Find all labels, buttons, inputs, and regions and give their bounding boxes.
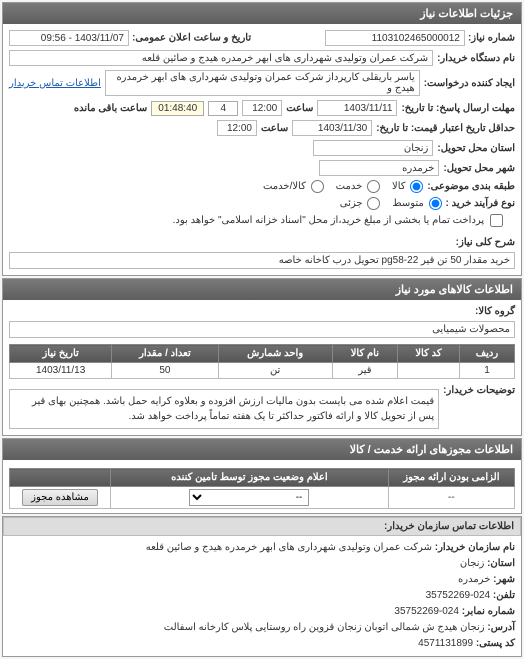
buy-label: نوع فرآیند خرید : (446, 198, 515, 209)
fax-label: شماره نمابر: (462, 606, 515, 617)
col-qty: تعداد / مقدار (112, 345, 218, 363)
cell-code (398, 363, 460, 379)
buyer-contact-link[interactable]: اطلاعات تماس خریدار (9, 78, 101, 89)
permits-table: الزامی بودن ارائه مجوز اعلام وضعیت مجوز … (9, 468, 515, 509)
group-value: محصولات شیمیایی (9, 321, 515, 338)
class-radio-kala-label: کالا (392, 181, 406, 192)
perm-col-declare: اعلام وضعیت مجوز توسط تامین کننده (111, 469, 389, 487)
valid-hour: 12:00 (217, 120, 257, 136)
city-value: خرمدره (319, 160, 439, 176)
view-permit-button[interactable]: مشاهده مجوز (22, 489, 98, 506)
contact-prov-label: استان: (487, 558, 515, 569)
perm-col-mandatory: الزامی بودن ارائه مجوز (388, 469, 514, 487)
cell-unit: تن (218, 363, 332, 379)
cell-date: 1403/11/13 (10, 363, 112, 379)
class-radio-kala[interactable]: کالا (392, 180, 423, 193)
province-value: زنجان (313, 140, 433, 156)
valid-date: 1403/11/30 (292, 120, 372, 136)
announce-label: تاریخ و ساعت اعلان عمومی: (132, 33, 251, 44)
deadline-send-label: مهلت ارسال پاسخ: تا تاریخ: (401, 103, 515, 114)
deadline-send-date: 1403/11/11 (317, 100, 397, 116)
buy-radio-medium[interactable]: متوسط (392, 197, 441, 210)
post-value: 4571131899 (418, 638, 473, 649)
contact-panel: اطلاعات تماس سازمان خریدار: نام سازمان خ… (2, 516, 522, 657)
col-row: ردیف (459, 345, 514, 363)
treasury-checkbox[interactable] (490, 214, 503, 227)
fax-value: 024-35752269 (394, 606, 459, 617)
tel-label: تلفن: (493, 590, 515, 601)
valid-label: حداقل تاریخ اعتبار قیمت: تا تاریخ: (376, 123, 515, 134)
desc-text: قیمت اعلام شده می بایست بدون مالیات ارزش… (9, 389, 439, 429)
buy-radio-medium-label: متوسط (392, 198, 423, 209)
goods-table: ردیف کد کالا نام کالا واحد شمارش تعداد /… (9, 344, 515, 379)
panel2-header: اطلاعات کالاهای مورد نیاز (3, 279, 521, 300)
perm-declare-cell: -- (111, 487, 389, 509)
col-code: کد کالا (398, 345, 460, 363)
col-date: تاریخ نیاز (10, 345, 112, 363)
table-row: 1 قیر تن 50 1403/11/13 (10, 363, 515, 379)
class-radio-service-label: خدمت (336, 181, 363, 192)
org-value: شرکت عمران وتولیدی شهرداری های ابهر خرمد… (146, 542, 432, 553)
permits-panel: اطلاعات مجوزهای ارائه خدمت / کالا الزامی… (2, 438, 522, 514)
subject-value: خرید مقدار 50 تن قیر 22-pg58 تحویل درب ک… (9, 252, 515, 269)
countdown-days: 4 (208, 101, 238, 116)
addr-label: آدرس: (487, 622, 515, 633)
goods-info-panel: اطلاعات کالاهای مورد نیاز گروه کالا: محص… (2, 278, 522, 436)
deadline-hour: 12:00 (242, 100, 282, 116)
requester-value: یاسر باریقلی کارپرداز شرکت عمران وتولیدی… (105, 70, 420, 96)
class-radio-both-label: کالا/خدمت (263, 181, 306, 192)
permit-status-select[interactable]: -- (189, 489, 309, 506)
post-label: کد پستی: (476, 638, 515, 649)
class-radio-service[interactable]: خدمت (336, 180, 380, 193)
col-unit: واحد شمارش (218, 345, 332, 363)
buyer-label: نام دستگاه خریدار: (437, 53, 515, 64)
addr-value: زنجان هیدج ش شمالی اتوبان زنجان قزوین را… (164, 622, 485, 633)
city-label: شهر محل تحویل: (443, 163, 515, 174)
panel1-header: جزئیات اطلاعات نیاز (3, 3, 521, 24)
remain-label: ساعت باقی مانده (74, 103, 147, 114)
hour-label-2: ساعت (261, 123, 288, 134)
need-number-value: 1103102465000012 (325, 30, 465, 46)
class-label: طبقه بندی موضوعی: (427, 181, 515, 192)
hour-label-1: ساعت (286, 103, 313, 114)
province-label: استان محل تحویل: (437, 143, 515, 154)
subject-label: شرح کلی نیاز: (456, 237, 515, 248)
cell-qty: 50 (112, 363, 218, 379)
org-label: نام سازمان خریدار: (435, 542, 515, 553)
class-radio-both[interactable]: کالا/خدمت (263, 180, 324, 193)
need-info-panel: جزئیات اطلاعات نیاز شماره نیاز: 11031024… (2, 2, 522, 276)
buy-radio-minor[interactable]: جزئی (340, 197, 381, 210)
contact-header: اطلاعات تماس سازمان خریدار: (3, 517, 521, 536)
cell-name: قیر (332, 363, 397, 379)
requester-label: ایجاد کننده درخواست: (424, 78, 515, 89)
buy-radio-minor-label: جزئی (340, 198, 363, 209)
treasury-text: پرداخت تمام یا بخشی از مبلغ خرید،از محل … (173, 215, 485, 226)
need-number-label: شماره نیاز: (468, 33, 515, 44)
table-row: -- -- مشاهده مجوز (10, 487, 515, 509)
tel-value: 024-35752269 (426, 590, 491, 601)
announce-value: 1403/11/07 - 09:56 (9, 30, 129, 46)
group-label: گروه کالا: (475, 306, 515, 317)
desc-label: توضیحات خریدار: (443, 385, 515, 396)
perm-mandatory-cell: -- (388, 487, 514, 509)
col-name: نام کالا (332, 345, 397, 363)
countdown-time: 01:48:40 (151, 101, 204, 116)
contact-prov-value: زنجان (460, 558, 484, 569)
buyer-value: شرکت عمران وتولیدی شهرداری های ابهر خرمد… (9, 50, 433, 66)
cell-row: 1 (459, 363, 514, 379)
panel3-header: اطلاعات مجوزهای ارائه خدمت / کالا (3, 439, 521, 460)
